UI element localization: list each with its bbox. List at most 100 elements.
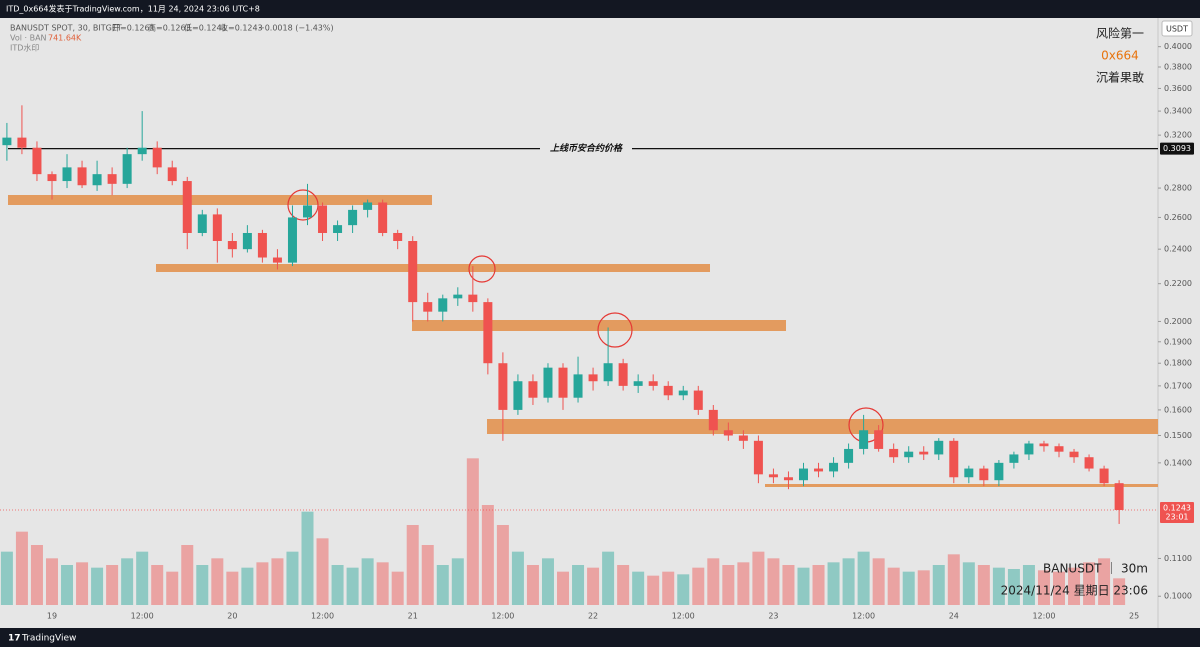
volume-bar: [541, 558, 554, 605]
candle-body: [648, 381, 658, 386]
volume-bar: [301, 511, 314, 605]
candle-body: [603, 363, 613, 382]
candle-body: [1099, 468, 1109, 484]
candle-body: [1009, 454, 1019, 463]
candle-body: [498, 363, 508, 410]
legend-volume-label: Vol · BAN: [10, 34, 47, 43]
x-tick-label: 19: [47, 612, 57, 621]
candle-body: [393, 232, 403, 241]
volume-bar: [557, 571, 570, 605]
candle-body: [287, 217, 297, 263]
candle-body: [1084, 457, 1094, 469]
volume-bar: [857, 551, 870, 605]
candle-body: [62, 167, 72, 182]
candle-body: [167, 167, 177, 182]
candle-body: [693, 390, 703, 410]
candle-body: [423, 302, 433, 312]
volume-bar: [767, 558, 780, 605]
candle-body: [633, 381, 643, 386]
volume-bar: [511, 551, 524, 605]
volume-bar: [376, 562, 389, 605]
y-tick-label: 0.1000: [1164, 592, 1192, 601]
candle-body: [318, 205, 328, 233]
volume-bar: [977, 565, 990, 605]
x-tick-label: 12:00: [491, 612, 514, 621]
volume-bar: [121, 558, 134, 605]
candle-body: [859, 430, 869, 449]
candle-body: [47, 174, 57, 182]
footer-bar: [0, 628, 1200, 647]
y-tick-label: 0.1700: [1164, 381, 1192, 390]
candle-body: [949, 440, 959, 478]
y-tick-label: 0.3200: [1164, 131, 1192, 140]
volume-bar: [211, 558, 224, 605]
candle-body: [979, 468, 989, 481]
candle-body: [197, 214, 207, 233]
candle-body: [483, 302, 493, 364]
volume-bar: [286, 551, 299, 605]
volume-bar: [391, 571, 404, 605]
candle-body: [738, 435, 748, 441]
candle-body: [1054, 446, 1064, 452]
y-tick-label: 0.1600: [1164, 405, 1192, 414]
watermark: 2024/11/24 星期日 23:06: [1001, 584, 1148, 598]
last-price-badge: [1160, 501, 1194, 523]
volume-bar: [136, 551, 149, 605]
volume-bar: [421, 545, 434, 605]
legend-indicator: ITD水印: [10, 43, 39, 53]
volume-bar: [947, 554, 960, 605]
candle-body: [408, 240, 418, 303]
candle-body: [723, 430, 733, 436]
volume-bar: [587, 567, 600, 605]
volume-bar: [196, 565, 209, 605]
candle-body: [829, 462, 839, 472]
y-tick-label: 0.1500: [1164, 431, 1192, 440]
legend-change: −0.0018 (−1.43%): [258, 24, 334, 33]
y-tick-label: 0.3600: [1164, 84, 1192, 93]
volume-bar: [662, 571, 675, 605]
y-tick-label: 0.1900: [1164, 337, 1192, 346]
volume-bar: [932, 565, 945, 605]
candle-body: [468, 294, 478, 303]
volume-bar: [436, 565, 449, 605]
candle-body: [708, 409, 718, 431]
y-tick-label: 0.2800: [1164, 184, 1192, 193]
candle-body: [528, 381, 538, 398]
x-tick-label: 20: [227, 612, 237, 621]
x-tick-label: 12:00: [131, 612, 154, 621]
note: 风险第一: [1096, 26, 1144, 41]
volume-bar: [992, 567, 1005, 605]
legend-open: 开=0.1261: [112, 24, 155, 33]
volume-bar: [887, 567, 900, 605]
volume-bar: [61, 565, 74, 605]
candle-body: [1024, 443, 1034, 455]
x-tick-label: 23: [768, 612, 778, 621]
volume-bar: [737, 562, 750, 605]
candle-body: [919, 451, 929, 455]
candle-body: [453, 294, 463, 299]
reference-badge: [1160, 142, 1194, 155]
legend-close: 收=0.1243: [220, 23, 263, 33]
zone: [765, 484, 1158, 487]
y-tick-label: 0.2400: [1164, 245, 1192, 254]
candle-body: [573, 374, 583, 398]
reference-value: 0.3093: [1163, 144, 1191, 153]
candle-body: [753, 440, 763, 475]
volume-bar: [45, 558, 58, 605]
currency: USDT: [1166, 25, 1188, 34]
volume-bar: [0, 551, 13, 605]
currency-box[interactable]: [1161, 20, 1193, 37]
volume-bar: [481, 505, 494, 605]
candle-body: [137, 147, 147, 155]
volume-bar: [812, 565, 825, 605]
candle-body: [32, 147, 42, 175]
candle-body: [182, 181, 192, 233]
volume-bar: [1098, 558, 1111, 605]
volume-bar: [1007, 569, 1020, 605]
volume-bar: [1022, 565, 1035, 605]
x-tick-label: 25: [1129, 612, 1139, 621]
y-tick-label: 0.3800: [1164, 63, 1192, 72]
candle-body: [333, 225, 343, 233]
candle-body: [768, 474, 778, 478]
